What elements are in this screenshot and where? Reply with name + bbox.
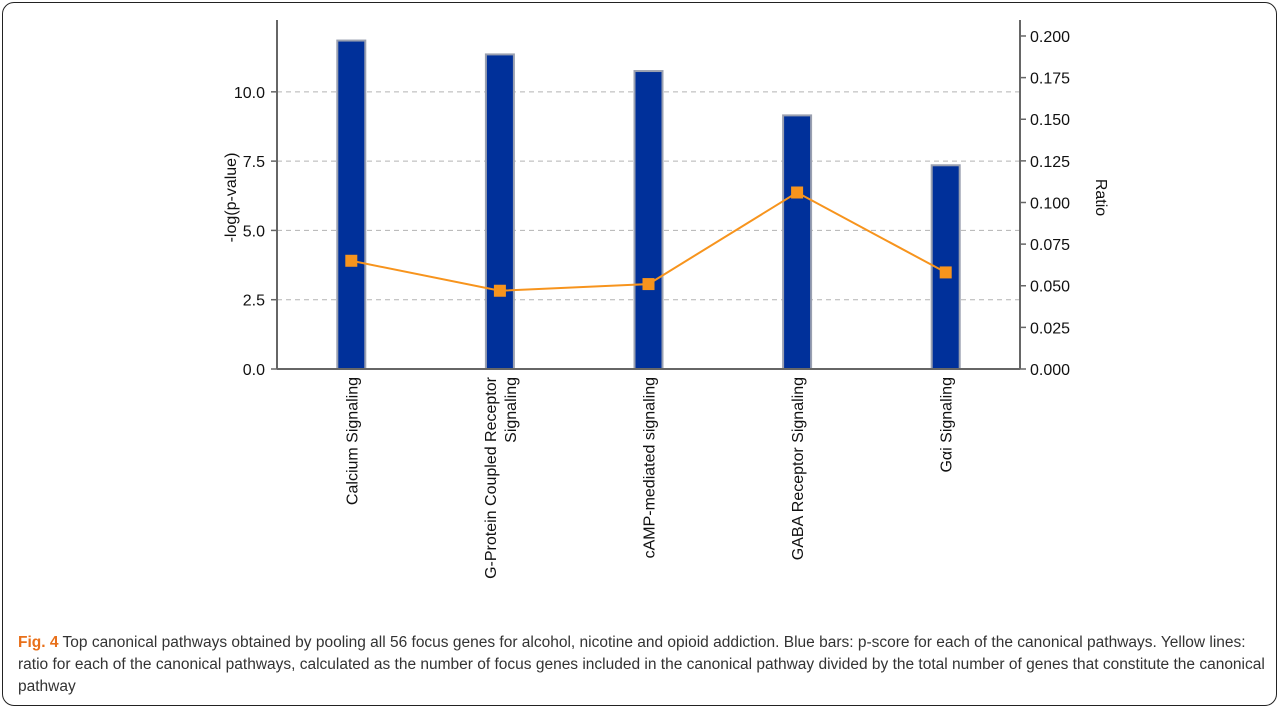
y-tick-label-right: 0.200 bbox=[1030, 29, 1070, 46]
y-tick-label-left: 7.5 bbox=[243, 154, 265, 171]
figure-caption: Fig. 4 Top canonical pathways obtained b… bbox=[18, 632, 1268, 698]
y-tick-label-right: 0.025 bbox=[1030, 320, 1070, 337]
bar bbox=[484, 53, 515, 371]
ratio-point bbox=[939, 266, 952, 279]
caption-text: Top canonical pathways obtained by pooli… bbox=[18, 634, 1265, 695]
y-tick-label-left: 10.0 bbox=[234, 85, 265, 102]
x-tick-label: cAMP-mediated signaling bbox=[642, 377, 659, 558]
ratio-point bbox=[493, 284, 506, 297]
figure-label: Fig. 4 bbox=[18, 634, 59, 651]
chart: 0.0 2.5 5.0 7.5 10.0 0.000 0.025 0.050 0.075 0.10… bbox=[223, 20, 1109, 579]
y-tick-label-left: 2.5 bbox=[243, 293, 265, 310]
x-tick-label: GABA Receptor Signaling bbox=[790, 377, 807, 560]
y-tick-label-right: 0.050 bbox=[1030, 279, 1070, 296]
bar bbox=[782, 114, 813, 370]
x-tick-label: G-Protein Coupled Receptor bbox=[483, 376, 500, 579]
y-tick-label-right: 0.125 bbox=[1030, 154, 1070, 171]
x-tick-label: Signaling bbox=[503, 377, 520, 443]
y-tick-label-right: 0.075 bbox=[1030, 237, 1070, 254]
y-tick-label-right: 0.100 bbox=[1030, 195, 1070, 212]
y-tick-label-right: 0.175 bbox=[1030, 71, 1070, 88]
ratio-point bbox=[642, 278, 655, 291]
ratio-point bbox=[791, 186, 804, 199]
y-tick-label-left: 5.0 bbox=[243, 223, 265, 240]
ratio-point bbox=[345, 254, 358, 267]
bar bbox=[336, 39, 367, 370]
y-axis-title-right: Ratio bbox=[1092, 179, 1109, 216]
y-tick-label-right: 0.150 bbox=[1030, 112, 1070, 129]
x-tick-label: Gαi Signaling bbox=[939, 377, 956, 473]
bar bbox=[633, 70, 664, 370]
y-tick-label-right: 0.000 bbox=[1030, 362, 1070, 379]
y-tick-label-left: 0.0 bbox=[243, 362, 265, 379]
x-tick-label: Calcium Signaling bbox=[344, 377, 361, 505]
y-axis-title-left: -log(p-value) bbox=[223, 153, 240, 243]
